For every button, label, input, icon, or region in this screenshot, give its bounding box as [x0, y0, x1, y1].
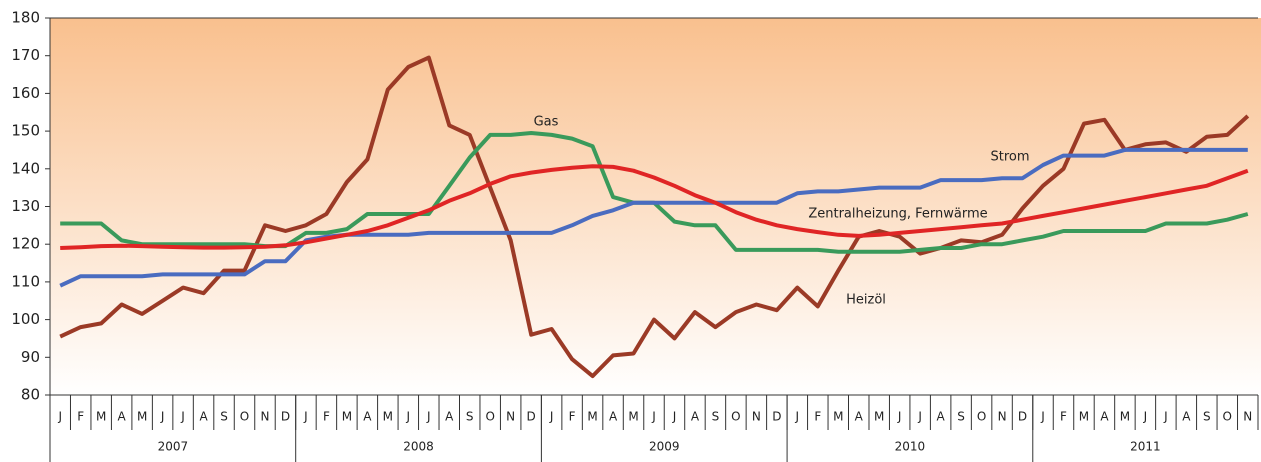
x-tick-label: A	[937, 410, 946, 424]
x-tick-label: D	[527, 410, 536, 424]
x-tick-label: M	[342, 410, 352, 424]
x-tick-label: N	[1243, 410, 1252, 424]
x-tick-label: O	[485, 410, 494, 424]
x-tick-label: F	[569, 410, 576, 424]
y-tick-label: 140	[11, 159, 40, 177]
x-tick-label: J	[426, 410, 431, 424]
x-tick-label: M	[874, 410, 884, 424]
x-tick-label: S	[1203, 410, 1211, 424]
x-tick-label: J	[303, 410, 308, 424]
year-label: 2011	[1130, 440, 1161, 454]
x-tick-label: J	[1163, 410, 1168, 424]
y-tick-label: 130	[11, 197, 40, 215]
x-tick-label: O	[977, 410, 986, 424]
series-label: Gas	[534, 115, 559, 130]
x-tick-label: S	[466, 410, 474, 424]
x-tick-label: J	[1143, 410, 1148, 424]
x-tick-label: F	[1060, 410, 1067, 424]
x-tick-label: M	[383, 410, 393, 424]
x-tick-label: M	[833, 410, 843, 424]
x-tick-label: J	[160, 410, 165, 424]
x-tick-label: N	[752, 410, 761, 424]
x-tick-label: S	[220, 410, 228, 424]
y-tick-label: 80	[21, 386, 40, 404]
year-label: 2008	[403, 440, 434, 454]
x-tick-label: D	[772, 410, 781, 424]
x-tick-label: M	[628, 410, 638, 424]
y-tick-label: 120	[11, 235, 40, 253]
year-label: 2009	[649, 440, 680, 454]
x-tick-label: D	[1018, 410, 1027, 424]
x-tick-label: O	[731, 410, 740, 424]
x-tick-label: O	[1223, 410, 1232, 424]
x-tick-label: A	[1182, 410, 1191, 424]
x-tick-label: J	[651, 410, 656, 424]
y-tick-label: 150	[11, 122, 40, 140]
y-tick-label: 180	[11, 9, 40, 27]
x-tick-label: J	[1040, 410, 1045, 424]
x-tick-label: S	[957, 410, 965, 424]
x-tick-label: A	[199, 410, 208, 424]
y-tick-label: 90	[21, 348, 40, 366]
x-tick-label: F	[323, 410, 330, 424]
y-tick-label: 170	[11, 46, 40, 64]
x-tick-label: A	[691, 410, 700, 424]
x-tick-label: M	[587, 410, 597, 424]
x-tick-label: S	[712, 410, 720, 424]
year-label: 2007	[158, 440, 189, 454]
x-tick-label: J	[897, 410, 902, 424]
x-tick-label: A	[363, 410, 372, 424]
x-tick-label: M	[137, 410, 147, 424]
x-tick-label: D	[281, 410, 290, 424]
x-tick-label: J	[549, 410, 554, 424]
x-tick-label: N	[998, 410, 1007, 424]
series-line	[59, 147, 1248, 288]
x-tick-label: J	[795, 410, 800, 424]
x-tick-label: O	[240, 410, 249, 424]
x-tick-label: J	[406, 410, 411, 424]
x-tick-label: A	[118, 410, 127, 424]
x-tick-label: J	[57, 410, 62, 424]
x-tick-label: F	[77, 410, 84, 424]
year-label: 2010	[895, 440, 926, 454]
x-tick-label: F	[814, 410, 821, 424]
x-tick-label: A	[1100, 410, 1109, 424]
x-tick-label: N	[506, 410, 515, 424]
x-tick-label: M	[1079, 410, 1089, 424]
x-tick-label: A	[445, 410, 454, 424]
series-line	[60, 164, 1249, 250]
series-label: Strom	[990, 150, 1029, 165]
x-tick-label: M	[1120, 410, 1130, 424]
series-label: Heizöl	[846, 293, 886, 308]
series-line	[59, 55, 1250, 379]
series-label: Zentralheizung, Fernwärme	[808, 207, 987, 222]
y-tick-label: 110	[11, 272, 40, 290]
x-tick-label: N	[260, 410, 269, 424]
x-tick-label: J	[917, 410, 922, 424]
x-tick-label: M	[96, 410, 106, 424]
x-tick-label: J	[672, 410, 677, 424]
y-tick-label: 100	[11, 310, 40, 328]
x-tick-label: J	[180, 410, 185, 424]
y-tick-label: 160	[11, 84, 40, 102]
x-tick-label: A	[855, 410, 864, 424]
x-tick-label: A	[609, 410, 618, 424]
